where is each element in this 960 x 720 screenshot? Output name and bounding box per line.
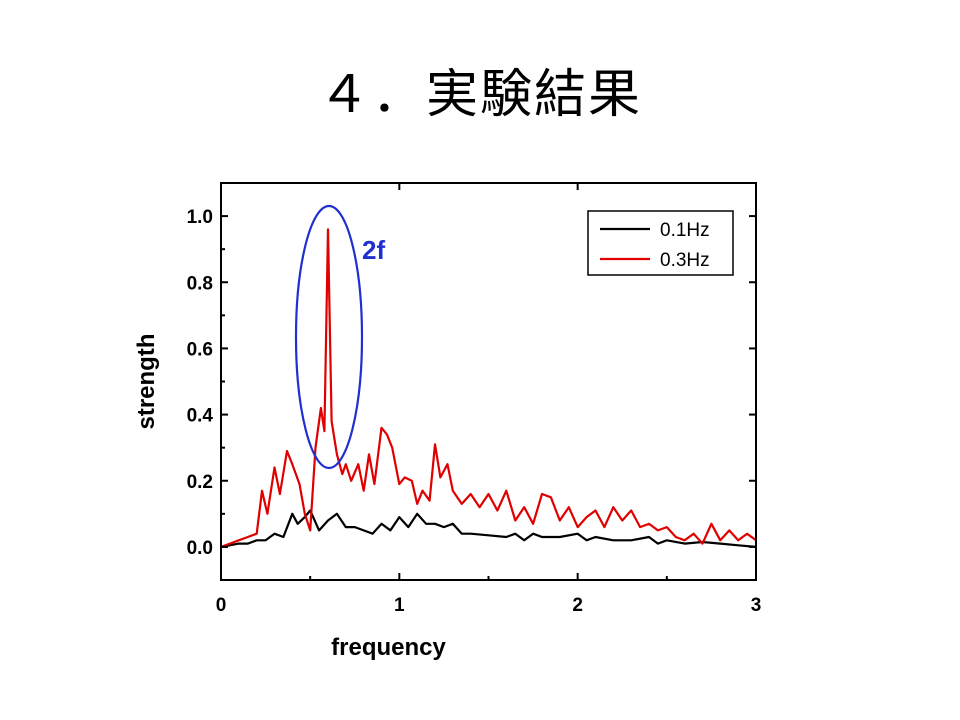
y-axis-label: strength [133, 334, 160, 430]
y-tick-label: 0.4 [187, 406, 214, 427]
y-tick-label: 1.0 [187, 207, 213, 228]
slide-title: ４．実験結果 [317, 65, 642, 125]
y-tick-label: 0.2 [187, 472, 213, 493]
y-tick-label: 0.6 [187, 339, 213, 360]
x-tick-label: 0 [216, 595, 227, 616]
x-tick-label: 2 [572, 595, 583, 616]
x-axis-label: frequency [331, 634, 446, 661]
peak-highlight-ellipse [294, 204, 364, 470]
y-tick-label: 0.8 [187, 273, 213, 294]
series-line-0.3Hz [220, 228, 757, 548]
x-tick-label: 3 [751, 595, 762, 616]
x-tick-label: 1 [394, 595, 405, 616]
legend-label-0.3Hz: 0.3Hz [660, 250, 710, 271]
legend-label-0.1Hz: 0.1Hz [660, 220, 710, 241]
series-line-0.1Hz [220, 509, 757, 548]
peak-annotation-label: 2f [362, 235, 385, 265]
y-tick-label: 0.0 [187, 538, 213, 559]
legend-box [587, 210, 734, 276]
